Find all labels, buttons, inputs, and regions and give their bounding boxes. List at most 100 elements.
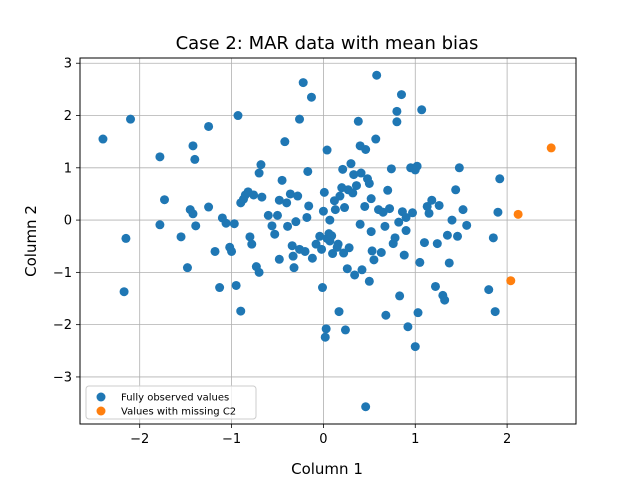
observed-point [307, 253, 317, 263]
observed-point [257, 192, 267, 202]
observed-point [155, 220, 165, 230]
observed-point [160, 195, 170, 205]
observed-point [333, 239, 343, 249]
legend-label-missing: Values with missing C2 [121, 407, 236, 418]
observed-point [484, 285, 494, 295]
observed-point [440, 295, 450, 305]
observed-point [229, 219, 239, 229]
observed-point [353, 116, 363, 126]
observed-point [317, 244, 327, 254]
observed-point [349, 170, 359, 180]
observed-point [247, 239, 257, 249]
observed-point [383, 185, 393, 195]
missing-c2-point [506, 276, 516, 286]
y-tick-label: 0 [64, 214, 72, 229]
observed-point [346, 159, 356, 169]
observed-point [270, 229, 280, 239]
observed-point [490, 307, 500, 317]
observed-point [357, 265, 367, 275]
chart-title: Case 2: MAR data with mean bias [176, 33, 479, 54]
observed-point [210, 246, 220, 256]
observed-point [364, 276, 374, 286]
observed-point [392, 106, 402, 116]
observed-point [334, 307, 344, 317]
observed-point [350, 270, 360, 280]
observed-point [403, 322, 413, 332]
observed-point [289, 263, 299, 273]
observed-point [408, 208, 418, 218]
observed-point [325, 215, 335, 225]
observed-point [488, 233, 498, 243]
observed-point [245, 232, 255, 242]
observed-point [306, 92, 316, 102]
observed-point [188, 209, 198, 219]
legend-label-observed: Fully observed values [121, 393, 229, 404]
observed-point [432, 239, 442, 249]
observed-point [330, 205, 340, 215]
observed-point [413, 308, 423, 318]
observed-point [444, 258, 454, 268]
observed-point [447, 215, 457, 225]
observed-point [319, 187, 329, 197]
observed-point [417, 105, 427, 115]
y-tick-label: −2 [53, 318, 72, 333]
observed-point [348, 188, 358, 198]
observed-point [293, 191, 303, 201]
x-tick-label: 2 [503, 432, 511, 447]
observed-point [304, 201, 314, 211]
observed-point [424, 208, 434, 218]
observed-point [298, 78, 308, 88]
observed-point [335, 191, 345, 201]
observed-point [361, 402, 371, 412]
observed-point [399, 250, 409, 260]
observed-point [401, 212, 411, 222]
observed-point [190, 154, 200, 164]
observed-point [360, 201, 370, 211]
observed-point [422, 201, 432, 211]
observed-point [204, 202, 214, 212]
observed-point [356, 168, 366, 178]
observed-point [371, 134, 381, 144]
observed-point [322, 145, 332, 155]
observed-point [493, 207, 503, 217]
observed-point [338, 164, 348, 174]
observed-point [236, 306, 246, 316]
observed-point [453, 231, 463, 241]
observed-point [367, 246, 377, 256]
missing-c2-point [513, 209, 523, 219]
observed-point [300, 246, 310, 256]
observed-point [419, 238, 429, 248]
observed-point [155, 152, 165, 162]
observed-point [401, 226, 411, 236]
x-axis-label: Column 1 [291, 460, 363, 478]
observed-point [317, 283, 327, 293]
data-points [98, 70, 556, 412]
observed-point [342, 264, 352, 274]
observed-point [267, 221, 277, 231]
observed-point [221, 218, 231, 228]
observed-point [274, 195, 284, 205]
observed-point [256, 160, 266, 170]
observed-point [495, 174, 505, 184]
observed-point [291, 217, 301, 227]
observed-point [272, 210, 282, 220]
observed-point [392, 117, 402, 127]
observed-point [380, 221, 390, 231]
y-tick-label: −1 [53, 266, 72, 281]
y-axis-ticks: −3 −2 −1 0 1 2 3 [53, 57, 80, 385]
y-axis-label: Column 2 [22, 205, 40, 277]
observed-point [320, 332, 330, 342]
observed-point [442, 230, 452, 240]
observed-point [372, 70, 382, 80]
observed-point [415, 257, 425, 267]
observed-point [126, 114, 136, 124]
observed-point [283, 221, 293, 231]
observed-point [412, 161, 422, 171]
observed-point [327, 231, 337, 241]
observed-point [233, 111, 243, 121]
observed-point [315, 231, 325, 241]
observed-point [249, 190, 259, 200]
legend: Fully observed values Values with missin… [85, 385, 257, 420]
y-tick-label: 1 [64, 161, 72, 176]
observed-point [386, 164, 396, 174]
